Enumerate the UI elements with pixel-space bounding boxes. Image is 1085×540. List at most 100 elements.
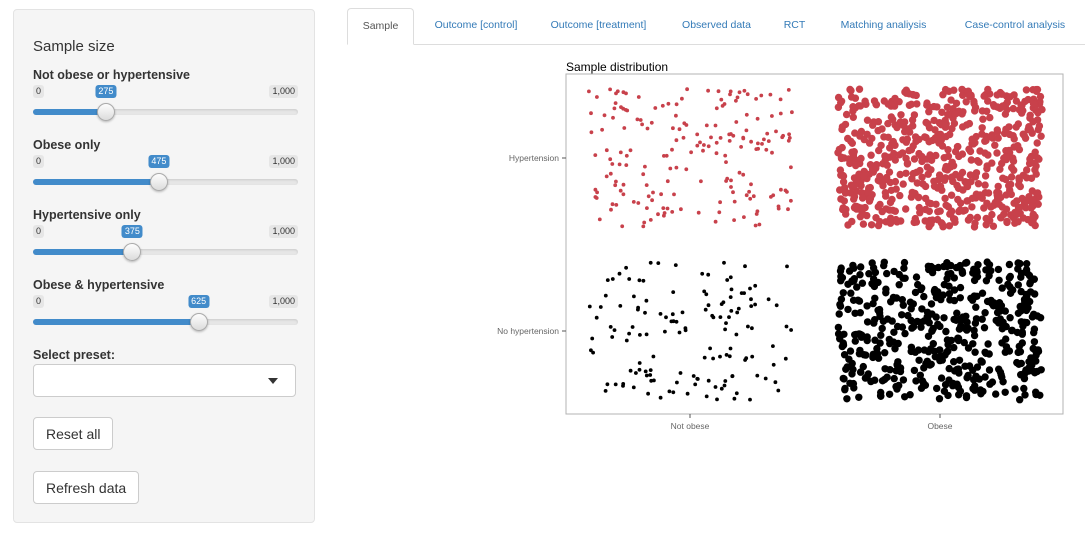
scatter-point [852,161,860,170]
scatter-point [1026,297,1034,306]
scatter-point [953,181,961,190]
scatter-point [1017,371,1025,379]
scatter-point [974,180,983,188]
scatter-point [790,110,794,115]
tab-observed-data[interactable]: Observed data [682,19,751,31]
scatter-point [869,353,877,362]
scatter-point [840,154,848,162]
plot-panel [565,73,1064,415]
scatter-point [920,292,928,301]
scatter-point [934,208,942,216]
scatter-point [891,207,899,215]
slider-handle[interactable] [123,243,142,261]
scatter-point [613,101,618,105]
scatter-point [893,322,902,331]
scatter-point [648,218,653,222]
tab-case-control-analysis[interactable]: Case-control analysis [964,19,1066,31]
scatter-point [929,324,937,333]
scatter-point [952,170,960,179]
scatter-point [706,303,711,308]
slider-track[interactable] [33,243,298,261]
scatter-point [837,264,845,272]
scatter-point [943,336,952,344]
slider-fill [33,179,159,185]
scatter-point [1001,110,1010,118]
scatter-point [684,167,689,172]
scatter-point [722,260,726,265]
scatter-point [724,179,728,183]
slider-value-label: 275 [95,85,117,98]
scatter-point [899,121,908,130]
scatter-point [649,120,654,125]
scatter-point [677,330,682,335]
scatter-point [856,330,865,339]
preset-select[interactable] [33,364,296,397]
scatter-point [870,282,879,291]
tab-rct[interactable]: RCT [783,19,806,31]
scatter-point [879,159,888,168]
tab-outcome-control[interactable]: Outcome [control] [434,19,518,31]
scatter-point [862,351,870,359]
scatter-point [600,127,604,132]
scatter-point [933,103,941,111]
scatter-point [984,151,992,159]
scatter-point [892,294,901,302]
scatter-point [645,126,650,131]
scatter-point [614,203,619,207]
scatter-point [900,264,908,272]
scatter-point [849,296,858,304]
scatter-point [972,372,980,380]
scatter-point [714,106,719,111]
scatter-point [1004,280,1012,289]
scatter-point [851,202,859,211]
scatter-point [973,213,982,222]
reset-all-button[interactable]: Reset all [33,417,114,450]
tab-outcome-treatment[interactable]: Outcome [treatment] [550,19,647,31]
slider-track[interactable] [33,173,298,191]
scatter-point [918,377,927,385]
refresh-data-button[interactable]: Refresh data [33,471,140,504]
scatter-point [895,281,903,289]
scatter-point [897,217,905,225]
scatter-point [714,140,719,145]
scatter-point [644,298,649,303]
scatter-point [964,197,972,205]
scatter-point [924,120,932,128]
scatter-point [604,148,609,153]
scatter-point [693,382,698,387]
scatter-point [720,104,725,108]
scatter-point [967,91,975,99]
scatter-point [903,160,912,168]
scatter-point [971,139,979,147]
slider-handle[interactable] [96,103,115,121]
scatter-point [594,315,599,320]
scatter-point [713,219,718,224]
scatter-point [1034,125,1043,134]
tab-sample[interactable]: Sample [347,8,414,45]
scatter-point [681,135,686,140]
scatter-point [671,290,676,294]
scatter-point [923,313,931,321]
scatter-point [998,339,1006,347]
slider-track[interactable] [33,313,298,331]
scatter-point [857,205,866,213]
scatter-point [1032,390,1040,399]
tab-matching-analysis[interactable]: Matching analiysis [840,19,927,31]
scatter-point [915,149,923,158]
scatter-point [734,391,739,396]
scatter-point [964,371,972,380]
scatter-point [669,319,674,324]
scatter-point [656,212,660,217]
slider-handle[interactable] [189,313,208,331]
scatter-point [968,194,977,202]
scatter-point [850,174,859,182]
scatter-point [857,333,866,341]
scatter-point [727,354,732,359]
slider-fill [33,109,106,115]
scatter-point [671,390,676,395]
scatter-point [1003,106,1011,114]
slider-track[interactable] [33,103,298,121]
scatter-point [882,205,890,213]
slider-handle[interactable] [149,173,168,191]
scatter-point [887,113,895,121]
